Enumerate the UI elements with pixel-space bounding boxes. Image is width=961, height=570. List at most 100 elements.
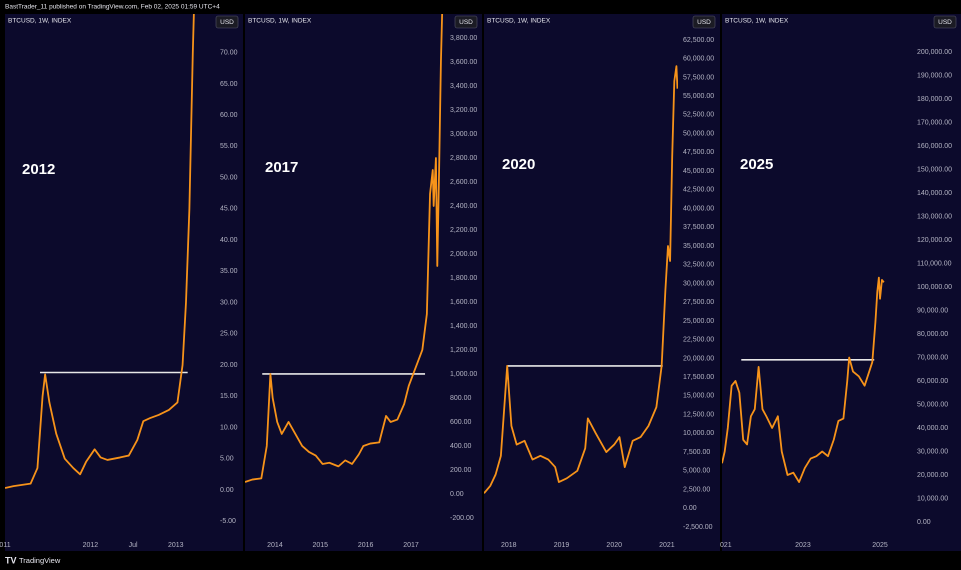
y-tick-label: 60,000.00 bbox=[917, 378, 948, 385]
price-line bbox=[484, 65, 678, 494]
x-tick-label: 2020 bbox=[606, 542, 622, 549]
x-tick-label: Jul bbox=[129, 542, 138, 549]
y-tick-label: 50,000.00 bbox=[683, 130, 714, 137]
currency-badge bbox=[215, 15, 239, 29]
y-tick-label: 0.00 bbox=[683, 505, 697, 512]
y-tick-label: 40,000.00 bbox=[683, 205, 714, 212]
y-tick-label: 80,000.00 bbox=[917, 331, 948, 338]
y-tick-label: 2,200.00 bbox=[450, 227, 477, 234]
y-tick-label: 40,000.00 bbox=[917, 425, 948, 432]
y-tick-label: 5.00 bbox=[220, 456, 234, 463]
y-tick-label: 90,000.00 bbox=[917, 307, 948, 314]
y-tick-label: 800.00 bbox=[450, 395, 472, 402]
x-tick-label: 2021 bbox=[659, 542, 675, 549]
y-tick-label: 5,000.00 bbox=[683, 468, 710, 475]
x-tick-label: 2016 bbox=[358, 542, 374, 549]
y-tick-label: 2,800.00 bbox=[450, 155, 477, 162]
chart-title: BTCUSD, 1W, INDEX bbox=[725, 18, 789, 25]
chart-title: BTCUSD, 1W, INDEX bbox=[8, 18, 72, 25]
currency-label: USD bbox=[938, 19, 952, 26]
plot-area bbox=[484, 65, 678, 494]
y-tick-label: 20,000.00 bbox=[683, 355, 714, 362]
y-tick-label: 52,500.00 bbox=[683, 112, 714, 119]
y-tick-label: 12,500.00 bbox=[683, 411, 714, 418]
y-tick-label: 30,000.00 bbox=[683, 280, 714, 287]
y-tick-label: -2,500.00 bbox=[683, 524, 713, 531]
x-tick-label: 2018 bbox=[501, 542, 517, 549]
currency-label: USD bbox=[697, 19, 711, 26]
period-annotation: 2020 bbox=[502, 156, 535, 173]
y-tick-label: -200.00 bbox=[450, 515, 474, 522]
y-tick-label: 600.00 bbox=[450, 419, 472, 426]
y-tick-label: 100,000.00 bbox=[917, 284, 952, 291]
y-tick-label: 130,000.00 bbox=[917, 213, 952, 220]
y-tick-label: 45,000.00 bbox=[683, 168, 714, 175]
y-tick-label: 0.00 bbox=[917, 519, 931, 526]
x-tick-label: 011 bbox=[0, 542, 11, 549]
y-tick-label: 40.00 bbox=[220, 237, 238, 244]
x-tick-label: 2012 bbox=[83, 542, 99, 549]
y-tick-label: 1,000.00 bbox=[450, 371, 477, 378]
x-tick-label: 2019 bbox=[554, 542, 570, 549]
y-tick-label: 1,400.00 bbox=[450, 323, 477, 330]
y-tick-label: 180,000.00 bbox=[917, 96, 952, 103]
y-tick-label: 170,000.00 bbox=[917, 119, 952, 126]
x-tick-label: 021 bbox=[720, 542, 732, 549]
y-tick-label: 3,000.00 bbox=[450, 131, 477, 138]
currency-label: USD bbox=[459, 19, 473, 26]
y-tick-label: 400.00 bbox=[450, 443, 472, 450]
period-annotation: 2017 bbox=[265, 159, 298, 176]
y-tick-label: 70.00 bbox=[220, 50, 238, 57]
y-tick-label: 25.00 bbox=[220, 331, 238, 338]
y-tick-label: 42,500.00 bbox=[683, 187, 714, 194]
x-tick-label: 2017 bbox=[403, 542, 419, 549]
y-tick-label: 200.00 bbox=[450, 467, 472, 474]
y-tick-label: 140,000.00 bbox=[917, 190, 952, 197]
y-tick-label: 32,500.00 bbox=[683, 262, 714, 269]
y-tick-label: 120,000.00 bbox=[917, 237, 952, 244]
footer-logo: TV bbox=[5, 555, 17, 565]
price-line bbox=[722, 276, 885, 483]
y-tick-label: 50,000.00 bbox=[917, 401, 948, 408]
y-tick-label: 35.00 bbox=[220, 268, 238, 275]
y-tick-label: 70,000.00 bbox=[917, 354, 948, 361]
x-tick-label: 2015 bbox=[312, 542, 328, 549]
y-tick-label: 15.00 bbox=[220, 393, 238, 400]
y-tick-label: 150,000.00 bbox=[917, 166, 952, 173]
y-tick-label: 3,400.00 bbox=[450, 83, 477, 90]
y-tick-label: 65.00 bbox=[220, 81, 238, 88]
currency-badge bbox=[933, 15, 957, 29]
plot-area bbox=[722, 276, 885, 483]
y-tick-label: 2,000.00 bbox=[450, 251, 477, 258]
panel-background bbox=[722, 14, 961, 551]
chart-title: BTCUSD, 1W, INDEX bbox=[487, 18, 551, 25]
panel-background bbox=[5, 14, 243, 551]
chart-title: BTCUSD, 1W, INDEX bbox=[248, 18, 312, 25]
y-tick-label: 62,500.00 bbox=[683, 37, 714, 44]
y-tick-label: 3,800.00 bbox=[450, 35, 477, 42]
price-line bbox=[5, 14, 195, 489]
y-tick-label: 20.00 bbox=[220, 362, 238, 369]
y-tick-label: 60.00 bbox=[220, 112, 238, 119]
x-tick-label: 2025 bbox=[872, 542, 888, 549]
y-tick-label: -5.00 bbox=[220, 518, 236, 525]
x-tick-label: 2013 bbox=[168, 542, 184, 549]
y-tick-label: 110,000.00 bbox=[917, 260, 952, 267]
y-tick-label: 7,500.00 bbox=[683, 449, 710, 456]
y-tick-label: 0.00 bbox=[220, 487, 234, 494]
y-tick-label: 10.00 bbox=[220, 424, 238, 431]
svg-text:TV: TV bbox=[5, 555, 17, 565]
y-tick-label: 57,500.00 bbox=[683, 74, 714, 81]
x-tick-label: 2023 bbox=[795, 542, 811, 549]
y-tick-label: 20,000.00 bbox=[917, 472, 948, 479]
y-tick-label: 15,000.00 bbox=[683, 393, 714, 400]
y-tick-label: 2,400.00 bbox=[450, 203, 477, 210]
y-tick-label: 25,000.00 bbox=[683, 318, 714, 325]
y-tick-label: 190,000.00 bbox=[917, 72, 952, 79]
period-annotation: 2012 bbox=[22, 161, 55, 178]
panel-background bbox=[484, 14, 720, 551]
y-tick-label: 37,500.00 bbox=[683, 224, 714, 231]
currency-badge bbox=[692, 15, 716, 29]
header-text: BastTrader_11 published on TradingView.c… bbox=[5, 4, 220, 11]
